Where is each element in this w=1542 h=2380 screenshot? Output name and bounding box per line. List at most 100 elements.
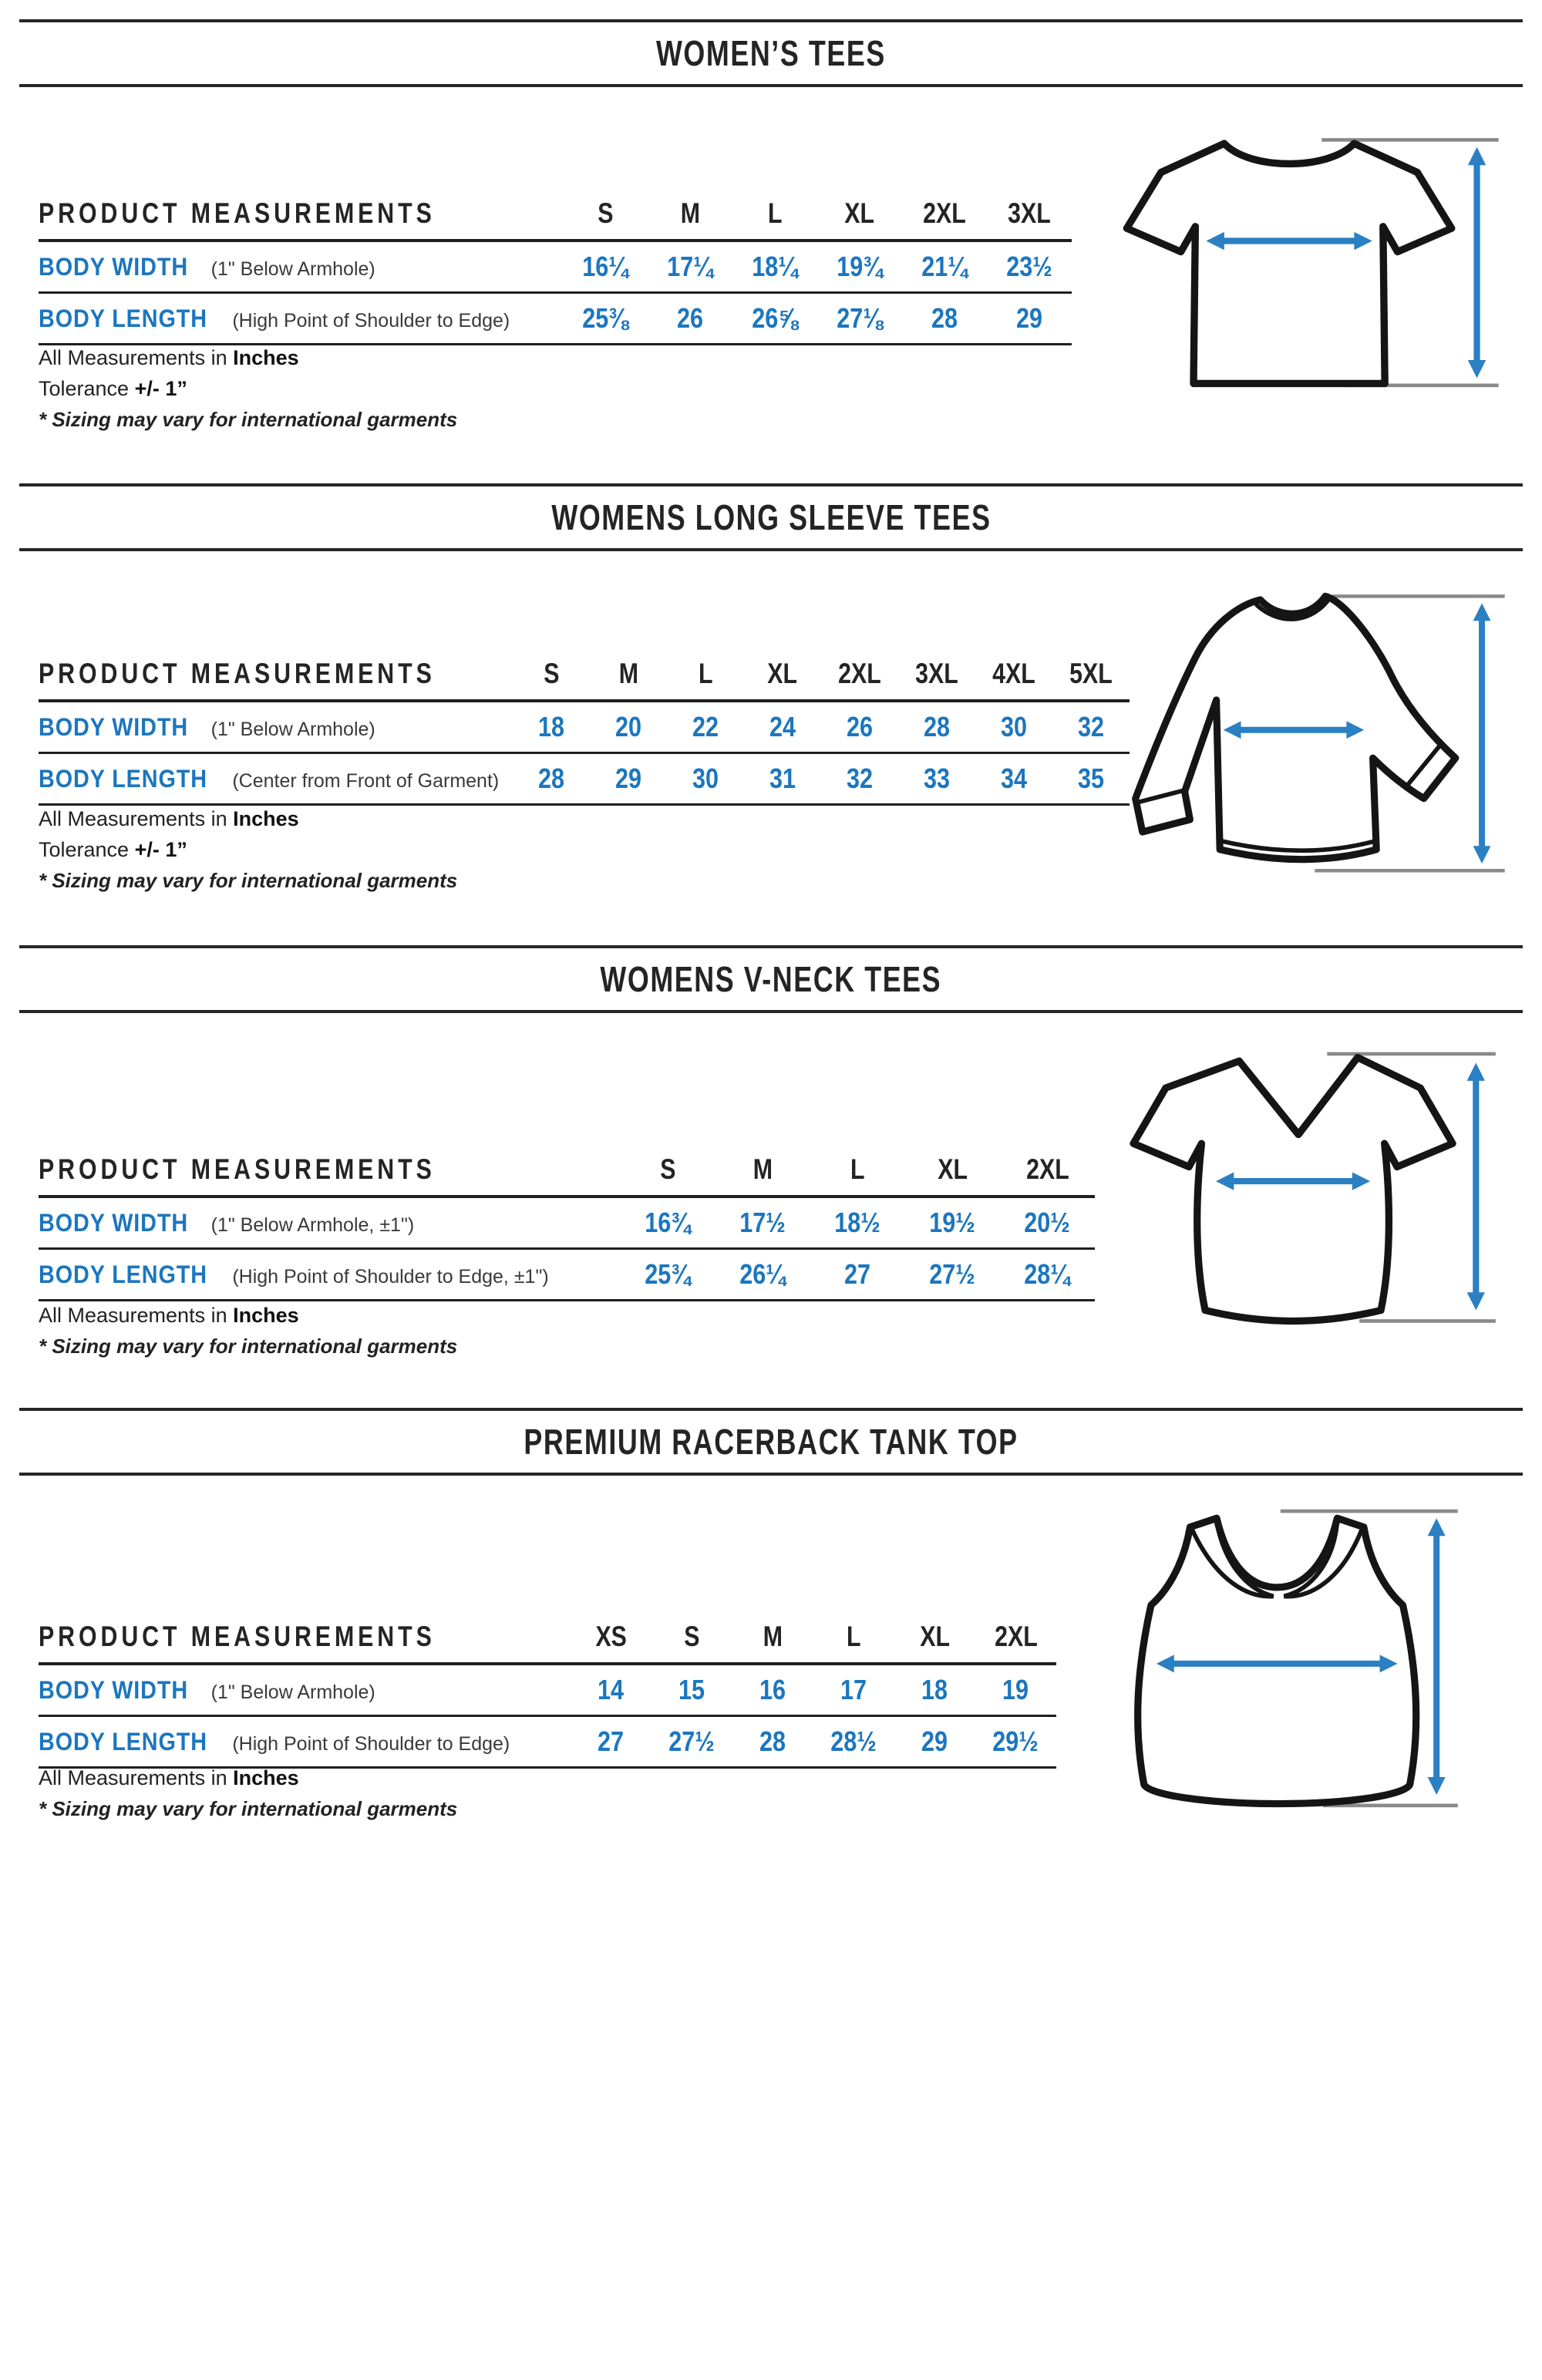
value-cell: 27⅛ xyxy=(817,292,902,345)
arrowhead-top xyxy=(1467,146,1486,166)
notes-womens-tees: All Measurements in Inches Tolerance +/-… xyxy=(39,342,457,435)
sizing-note: * Sizing may vary for international garm… xyxy=(39,869,458,892)
body-length-row: BODY LENGTH (Center from Front of Garment… xyxy=(39,752,1130,806)
arrowhead-left xyxy=(1216,1172,1234,1190)
section-title: WOMENS LONG SLEEVE TEES xyxy=(550,497,992,537)
notes-long-sleeve: All Measurements in Inches Tolerance +/-… xyxy=(39,803,457,896)
value-cell: 25⅜ xyxy=(563,292,648,345)
sizing-note: * Sizing may vary for international garm… xyxy=(39,1797,458,1820)
size-header: 2XL xyxy=(821,642,898,702)
tolerance-note: Tolerance +/- 1” xyxy=(39,838,187,861)
sizing-note: * Sizing may vary for international garm… xyxy=(39,408,458,431)
body-length-row: BODY LENGTH (High Point of Shoulder to Ed… xyxy=(39,1715,1056,1769)
value-cell: 19¾ xyxy=(817,241,902,294)
racerback-tank-illustration xyxy=(1134,1509,1458,1808)
size-header: L xyxy=(813,1605,894,1665)
value-cell: 18½ xyxy=(810,1197,905,1250)
value-cell: 34 xyxy=(975,752,1052,806)
row-label-cell: BODY WIDTH (1" Below Armhole, ±1") xyxy=(39,1197,621,1250)
size-header: M xyxy=(590,642,667,702)
size-header: S xyxy=(563,182,648,242)
value-cell: 18 xyxy=(513,701,590,754)
size-header: M xyxy=(715,1138,810,1198)
size-header: XL xyxy=(894,1605,975,1665)
value-cell: 29 xyxy=(987,292,1072,345)
body-width-row: BODY WIDTH (1" Below Armhole) 16¼ 17¼ 18¼… xyxy=(39,241,1072,294)
value-cell: 30 xyxy=(667,752,744,806)
value-cell: 14 xyxy=(571,1664,651,1717)
section-title: WOMEN’S TEES xyxy=(656,33,886,73)
row-label-cell: BODY WIDTH (1" Below Armhole) xyxy=(39,241,563,294)
value-cell: 22 xyxy=(667,701,744,754)
size-header: XL xyxy=(905,1138,1000,1198)
value-cell: 24 xyxy=(744,701,821,754)
arrowhead-bottom xyxy=(1466,1292,1485,1311)
size-header: M xyxy=(648,182,732,242)
short-sleeve-tee-illustration xyxy=(1123,138,1499,388)
value-cell: 28½ xyxy=(813,1715,894,1769)
value-cell: 29½ xyxy=(975,1715,1056,1769)
row-label-cell: BODY LENGTH (High Point of Shoulder to Ed… xyxy=(39,292,563,345)
body-width-row: BODY WIDTH (1" Below Armhole) 18 20 22 24… xyxy=(39,701,1130,754)
size-header: S xyxy=(651,1605,732,1665)
arrowhead-bottom xyxy=(1473,846,1491,864)
value-cell: 28 xyxy=(898,701,975,754)
value-cell: 20½ xyxy=(1000,1197,1095,1250)
product-measurements-header: PRODUCT MEASUREMENTS xyxy=(39,1605,571,1665)
size-header: L xyxy=(667,642,744,702)
value-cell: 28 xyxy=(902,292,987,345)
value-cell: 25¾ xyxy=(621,1248,715,1301)
table-header-row: PRODUCT MEASUREMENTS XS S M L XL 2XL xyxy=(39,1605,1056,1665)
value-cell: 26 xyxy=(648,292,732,345)
value-cell: 28 xyxy=(513,752,590,806)
right-cuff-line xyxy=(1406,743,1443,787)
left-cuff-line xyxy=(1136,787,1189,805)
value-cell: 27½ xyxy=(651,1715,732,1769)
section-title: PREMIUM RACERBACK TANK TOP xyxy=(524,1422,1018,1462)
value-cell: 32 xyxy=(1052,701,1130,754)
value-cell: 27½ xyxy=(905,1248,1000,1301)
measurements-note: All Measurements in Inches xyxy=(39,346,299,369)
size-header: XS xyxy=(571,1605,651,1665)
value-cell: 17 xyxy=(813,1664,894,1717)
size-header: M xyxy=(732,1605,813,1665)
value-cell: 27 xyxy=(571,1715,651,1769)
size-header: 4XL xyxy=(975,642,1052,702)
value-cell: 20 xyxy=(590,701,667,754)
value-cell: 16 xyxy=(732,1664,813,1717)
arrowhead-top xyxy=(1427,1518,1446,1537)
body-length-row: BODY LENGTH (High Point of Shoulder to Ed… xyxy=(39,1248,1095,1301)
value-cell: 32 xyxy=(821,752,898,806)
value-cell: 18¼ xyxy=(732,241,817,294)
size-header: XL xyxy=(744,642,821,702)
value-cell: 16¼ xyxy=(563,241,648,294)
row-label-cell: BODY WIDTH (1" Below Armhole) xyxy=(39,701,513,754)
row-label-cell: BODY WIDTH (1" Below Armhole) xyxy=(39,1664,571,1717)
body-length-row: BODY LENGTH (High Point of Shoulder to Ed… xyxy=(39,292,1072,345)
value-cell: 28¼ xyxy=(1000,1248,1095,1301)
value-cell: 28 xyxy=(732,1715,813,1769)
value-cell: 17¼ xyxy=(648,241,732,294)
notes-v-neck: All Measurements in Inches * Sizing may … xyxy=(39,1300,457,1362)
size-header: S xyxy=(513,642,590,702)
measurements-table-v-neck: PRODUCT MEASUREMENTS S M L XL 2XL BODY W… xyxy=(39,1138,1095,1301)
left-racerback-armhole xyxy=(1189,1519,1274,1599)
notes-tank-top: All Measurements in Inches * Sizing may … xyxy=(39,1762,457,1824)
arrowhead-right xyxy=(1354,231,1372,251)
value-cell: 17½ xyxy=(715,1197,810,1250)
value-cell: 33 xyxy=(898,752,975,806)
value-cell: 19½ xyxy=(905,1197,1000,1250)
product-measurements-header: PRODUCT MEASUREMENTS xyxy=(39,182,563,242)
arrowhead-bottom xyxy=(1427,1777,1446,1796)
size-header: 2XL xyxy=(975,1605,1056,1665)
product-measurements-header: PRODUCT MEASUREMENTS xyxy=(39,1138,621,1198)
arrowhead-right xyxy=(1346,721,1365,739)
value-cell: 26⅝ xyxy=(732,292,817,345)
value-cell: 26 xyxy=(821,701,898,754)
value-cell: 16¾ xyxy=(621,1197,715,1250)
arrowhead-left xyxy=(1223,721,1241,739)
size-header: S xyxy=(621,1138,715,1198)
section-title-band-long-sleeve: WOMENS LONG SLEEVE TEES xyxy=(19,483,1523,551)
value-cell: 31 xyxy=(744,752,821,806)
size-header: 2XL xyxy=(1000,1138,1095,1198)
